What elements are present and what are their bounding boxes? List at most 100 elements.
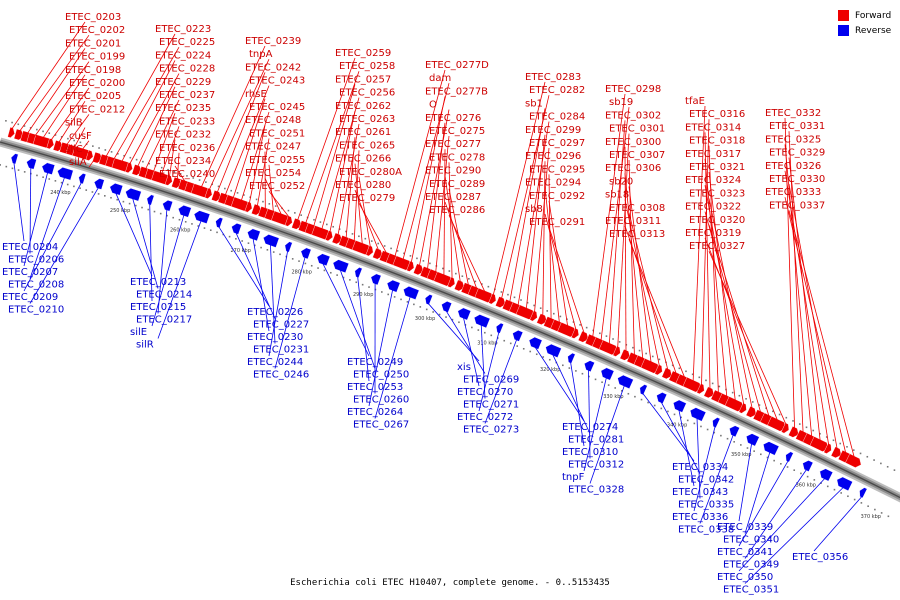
- forward-gene-label[interactable]: O: [429, 100, 437, 111]
- reverse-gene-arrow[interactable]: [785, 451, 794, 463]
- reverse-gene-label[interactable]: ETEC_0335: [678, 500, 734, 511]
- forward-gene-label[interactable]: sb18: [605, 190, 629, 201]
- forward-gene-arrow[interactable]: [454, 279, 465, 292]
- forward-gene-label[interactable]: ETEC_0223: [155, 24, 211, 35]
- forward-gene-label[interactable]: ETEC_0317: [685, 149, 741, 160]
- forward-gene-label[interactable]: ETEC_0259: [335, 48, 391, 59]
- reverse-gene-label[interactable]: ETEC_0281: [568, 435, 624, 446]
- reverse-gene-arrow[interactable]: [746, 433, 760, 447]
- forward-gene-label[interactable]: ETEC_0314: [685, 122, 741, 133]
- forward-gene-label[interactable]: ETEC_0306: [605, 163, 661, 174]
- reverse-gene-arrow[interactable]: [57, 167, 74, 181]
- reverse-gene-arrow[interactable]: [78, 173, 87, 185]
- forward-gene-label[interactable]: ETEC_0308: [609, 203, 665, 214]
- reverse-gene-arrow[interactable]: [178, 205, 192, 218]
- forward-gene-label[interactable]: ETEC_0277D: [425, 60, 489, 71]
- forward-gene-label[interactable]: ETEC_0278: [429, 152, 485, 163]
- reverse-gene-arrow[interactable]: [41, 162, 56, 175]
- forward-gene-label[interactable]: ETEC_0233: [159, 116, 215, 127]
- reverse-gene-label[interactable]: ETEC_0244: [247, 357, 303, 368]
- forward-gene-label[interactable]: ETEC_0294: [525, 178, 581, 189]
- forward-gene-label[interactable]: ETEC_0258: [339, 61, 395, 72]
- forward-gene-label[interactable]: ETEC_0212: [69, 104, 125, 115]
- forward-gene-label[interactable]: ETEC_0203: [65, 12, 121, 23]
- forward-gene-label[interactable]: ETEC_0333: [765, 187, 821, 198]
- forward-gene-arrow[interactable]: [823, 443, 832, 454]
- reverse-gene-label[interactable]: ETEC_0269: [463, 375, 519, 386]
- forward-gene-label[interactable]: ETEC_0322: [685, 202, 741, 213]
- forward-gene-label[interactable]: ETEC_0292: [529, 191, 585, 202]
- reverse-gene-label[interactable]: ETEC_0208: [8, 280, 64, 291]
- reverse-gene-label[interactable]: ETEC_0336: [672, 512, 728, 523]
- forward-gene-label[interactable]: ETEC_0225: [159, 37, 215, 48]
- reverse-gene-arrow[interactable]: [673, 399, 687, 413]
- forward-gene-label[interactable]: ETEC_0254: [245, 168, 301, 179]
- forward-gene-label[interactable]: ETEC_0198: [65, 65, 121, 76]
- reverse-gene-arrow[interactable]: [819, 468, 834, 482]
- forward-gene-label[interactable]: ETEC_0316: [689, 109, 745, 120]
- forward-gene-arrow[interactable]: [495, 296, 506, 308]
- forward-gene-label[interactable]: ETEC_0313: [609, 229, 665, 240]
- reverse-gene-arrow[interactable]: [584, 360, 595, 373]
- forward-gene-arrow[interactable]: [619, 348, 631, 361]
- forward-gene-label[interactable]: ETEC_0284: [529, 112, 585, 123]
- reverse-gene-label[interactable]: ETEC_0217: [136, 315, 192, 326]
- reverse-gene-arrow[interactable]: [247, 228, 261, 242]
- forward-gene-label[interactable]: ETEC_0324: [685, 175, 741, 186]
- forward-gene-label[interactable]: ETEC_0280A: [339, 167, 402, 178]
- reverse-gene-arrow[interactable]: [332, 259, 350, 274]
- reverse-gene-label[interactable]: ETEC_0334: [672, 462, 728, 473]
- forward-gene-label[interactable]: ETEC_0286: [429, 205, 485, 216]
- forward-gene-arrow[interactable]: [703, 386, 715, 399]
- forward-gene-label[interactable]: ETEC_0279: [339, 193, 395, 204]
- forward-gene-label[interactable]: ETEC_0337: [769, 200, 825, 211]
- reverse-gene-arrow[interactable]: [617, 374, 634, 389]
- forward-gene-label[interactable]: ETEC_0202: [69, 25, 125, 36]
- reverse-gene-label[interactable]: silR: [136, 340, 154, 351]
- reverse-gene-label[interactable]: silE: [130, 327, 147, 338]
- forward-gene-arrow[interactable]: [284, 215, 293, 227]
- forward-gene-arrow[interactable]: [365, 245, 374, 257]
- reverse-gene-label[interactable]: ETEC_0260: [353, 395, 409, 406]
- forward-gene-label[interactable]: ETEC_0289: [429, 179, 485, 190]
- forward-gene-arrow[interactable]: [413, 263, 424, 276]
- reverse-gene-label[interactable]: ETEC_0341: [717, 547, 773, 558]
- reverse-gene-arrow[interactable]: [457, 307, 472, 321]
- reverse-gene-arrow[interactable]: [600, 367, 615, 381]
- forward-gene-label[interactable]: ETEC_0224: [155, 50, 211, 61]
- forward-gene-label[interactable]: sb1: [525, 98, 543, 109]
- forward-gene-arrow[interactable]: [164, 174, 173, 186]
- forward-gene-label[interactable]: sb20: [609, 176, 633, 187]
- forward-gene-arrow[interactable]: [654, 364, 663, 376]
- forward-gene-label[interactable]: ETEC_0332: [765, 108, 821, 119]
- forward-gene-label[interactable]: ETEC_0329: [769, 148, 825, 159]
- reverse-gene-arrow[interactable]: [300, 247, 312, 260]
- forward-gene-label[interactable]: ETEC_0261: [335, 127, 391, 138]
- forward-gene-label[interactable]: ETEC_0200: [69, 78, 125, 89]
- forward-gene-label[interactable]: ETEC_0252: [249, 181, 305, 192]
- reverse-gene-arrow[interactable]: [125, 187, 142, 202]
- reverse-gene-label[interactable]: ETEC_0210: [8, 305, 64, 316]
- reverse-gene-arrow[interactable]: [403, 286, 420, 300]
- forward-gene-label[interactable]: cusF: [69, 131, 92, 142]
- forward-gene-label[interactable]: ETEC_0201: [65, 38, 121, 49]
- forward-gene-label[interactable]: ETEC_0300: [605, 137, 661, 148]
- reverse-gene-arrow[interactable]: [10, 153, 19, 165]
- forward-gene-label[interactable]: ETEC_0234: [155, 156, 211, 167]
- reverse-gene-label[interactable]: ETEC_0356: [792, 552, 848, 563]
- forward-gene-label[interactable]: ETEC_0323: [689, 188, 745, 199]
- forward-gene-label[interactable]: sb8: [525, 204, 543, 215]
- forward-gene-label[interactable]: silA: [69, 157, 87, 168]
- reverse-gene-arrow[interactable]: [146, 194, 155, 206]
- forward-gene-label[interactable]: tnpA: [249, 49, 273, 60]
- forward-gene-label[interactable]: ETEC_0282: [529, 85, 585, 96]
- reverse-gene-arrow[interactable]: [284, 241, 293, 253]
- reverse-gene-arrow[interactable]: [215, 217, 224, 229]
- forward-gene-label[interactable]: ETEC_0255: [249, 155, 305, 166]
- reverse-gene-arrow[interactable]: [802, 460, 814, 472]
- forward-gene-arrow[interactable]: [612, 345, 621, 357]
- forward-gene-label[interactable]: ETEC_0302: [605, 110, 661, 121]
- forward-gene-label[interactable]: ETEC_0256: [339, 88, 395, 99]
- reverse-gene-arrow[interactable]: [528, 336, 543, 350]
- reverse-gene-label[interactable]: ETEC_0207: [2, 267, 58, 278]
